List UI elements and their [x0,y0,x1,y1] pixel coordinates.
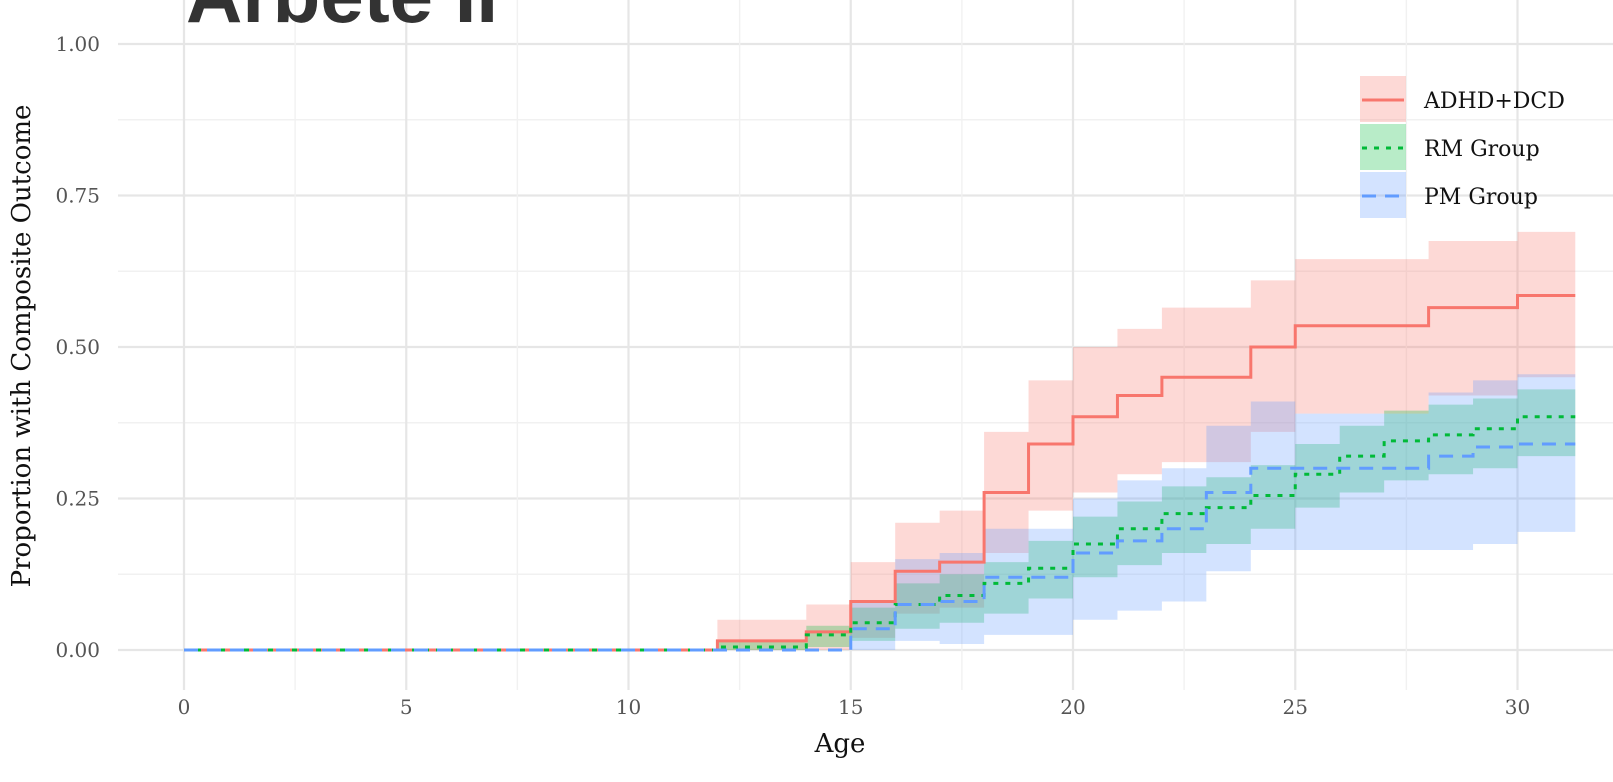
survival-lines [184,293,1576,652]
x-tick-label: 0 [178,695,191,719]
legend: ADHD+DCD RM Group PM Group [1360,76,1565,218]
y-axis-title: Proportion with Composite Outcome [7,105,37,588]
y-tick-label: 0.50 [55,335,100,359]
ci-band-adhd-dcd [184,231,1576,651]
axis-tick-labels: 0.00 0.25 0.50 0.75 1.00 0 5 10 15 20 25 30 [55,32,1530,719]
series-line-adhd-dcd [184,293,1576,652]
legend-label: ADHD+DCD [1423,89,1565,114]
ci-band-pm-group [184,374,1576,650]
legend-label: PM Group [1424,185,1538,210]
x-tick-label: 25 [1283,695,1308,719]
x-axis-title: Age [814,729,866,759]
x-tick-label: 20 [1060,695,1085,719]
y-tick-label: 1.00 [55,32,100,56]
y-tick-label: 0.25 [55,487,100,511]
x-tick-label: 15 [838,695,863,719]
page-header-title: Arbete II [186,0,498,39]
x-tick-label: 30 [1505,695,1530,719]
confidence-bands [184,231,1576,651]
legend-label: RM Group [1424,137,1540,162]
x-tick-label: 5 [400,695,413,719]
y-tick-label: 0.75 [55,184,100,208]
series-line-pm-group [184,442,1576,652]
ci-band-rm-group [184,389,1576,650]
grid [118,0,1613,690]
y-tick-label: 0.00 [55,638,100,662]
x-tick-label: 10 [616,695,641,719]
